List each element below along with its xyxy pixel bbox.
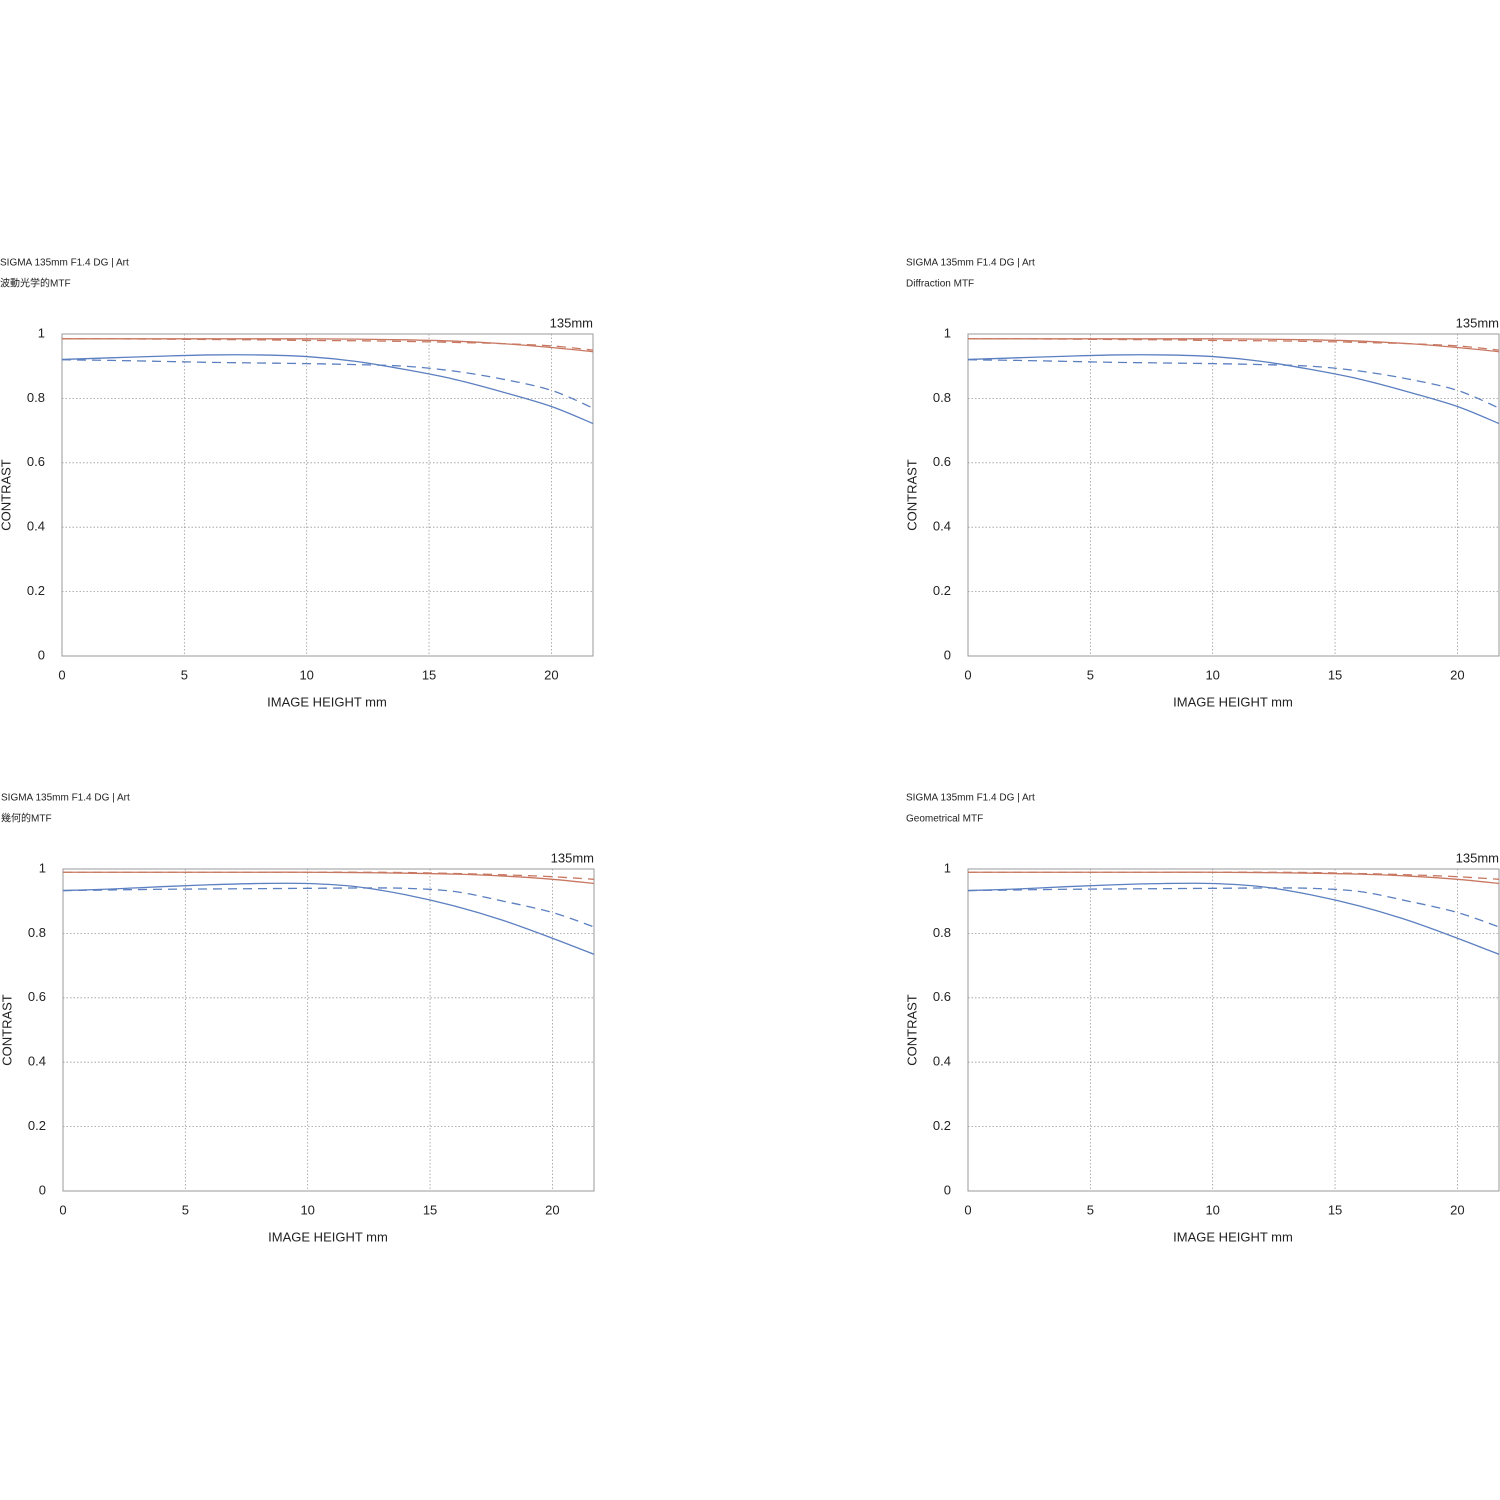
mtf-line	[61, 338, 594, 351]
mtf-line	[968, 871, 1500, 880]
x-tick-label: 5	[181, 667, 188, 682]
y-tick-label: 1	[944, 860, 951, 875]
x-tick-label: 0	[58, 667, 65, 682]
y-axis-label: CONTRAST	[904, 459, 919, 531]
mtf-line	[967, 882, 1500, 955]
y-tick-label: 0.4	[28, 1054, 46, 1069]
mtf-line	[61, 359, 594, 409]
x-tick-label: 5	[1087, 667, 1094, 682]
x-axis-label: IMAGE HEIGHT mm	[267, 694, 387, 709]
y-tick-label: 0.8	[28, 925, 46, 940]
mtf-line	[62, 887, 595, 928]
annotation: 135mm	[550, 315, 593, 330]
x-tick-label: 15	[423, 1202, 437, 1217]
y-tick-label: 1	[38, 325, 45, 340]
mtf-line	[967, 338, 1500, 353]
chart: SIGMA 135mm F1.4 DG | Art 幾何的MTF 135mm 0 0.2…	[0, 793, 595, 1244]
plot-frame	[967, 868, 1500, 1192]
chart-subtitle: 幾何的MTF	[1, 812, 52, 825]
chart-subtitle: Geometrical MTF	[906, 814, 983, 825]
chart-title: SIGMA 135mm F1.4 DG | Art	[906, 793, 1035, 804]
x-tick-label: 15	[1328, 667, 1342, 682]
x-tick-label: 0	[59, 1202, 66, 1217]
x-tick-label: 5	[1087, 1202, 1094, 1217]
chart-subtitle: 波動光学的MTF	[0, 277, 71, 290]
y-tick-label: 0.2	[27, 583, 45, 598]
chart-subtitle: Diffraction MTF	[906, 279, 974, 290]
y-axis-label: CONTRAST	[0, 994, 14, 1066]
mtf-line	[61, 354, 594, 425]
x-tick-label: 15	[1328, 1202, 1342, 1217]
x-tick-label: 20	[544, 667, 558, 682]
annotation: 135mm	[1456, 850, 1499, 865]
x-axis-label: IMAGE HEIGHT mm	[268, 1229, 388, 1244]
x-tick-label: 0	[964, 1202, 971, 1217]
plot-frame	[61, 333, 594, 657]
x-tick-label: 10	[299, 667, 313, 682]
mtf-line	[968, 871, 1500, 885]
x-axis-label: IMAGE HEIGHT mm	[1173, 1229, 1293, 1244]
mtf-line	[967, 354, 1500, 425]
y-tick-label: 1	[39, 860, 46, 875]
y-tick-label: 0.4	[27, 519, 45, 534]
y-tick-label: 0.6	[28, 989, 46, 1004]
chart-title: SIGMA 135mm F1.4 DG | Art	[1, 793, 130, 804]
y-tick-label: 0.8	[933, 390, 951, 405]
x-tick-label: 20	[1450, 667, 1464, 682]
mtf-line	[63, 871, 595, 885]
y-tick-label: 0	[944, 1182, 951, 1197]
x-tick-label: 10	[300, 1202, 314, 1217]
chart: SIGMA 135mm F1.4 DG | Art波動光学的MTF135mm00…	[0, 258, 594, 709]
x-tick-label: 5	[182, 1202, 189, 1217]
mtf-line	[967, 338, 1500, 351]
plot-frame	[967, 333, 1500, 657]
y-tick-label: 0.6	[27, 454, 45, 469]
y-tick-label: 0.6	[933, 454, 951, 469]
y-tick-label: 0.8	[933, 925, 951, 940]
mtf-line	[63, 871, 595, 880]
x-tick-label: 15	[422, 667, 436, 682]
y-axis-label: CONTRAST	[904, 994, 919, 1066]
x-axis-label: IMAGE HEIGHT mm	[1173, 694, 1293, 709]
x-tick-label: 20	[545, 1202, 559, 1217]
chart: SIGMA 135mm F1.4 DG | Art Diffraction MTF…	[904, 258, 1500, 709]
y-tick-label: 0.8	[27, 390, 45, 405]
y-tick-label: 0	[944, 647, 951, 662]
y-tick-label: 0.2	[933, 583, 951, 598]
y-tick-label: 0.2	[28, 1118, 46, 1133]
mtf-line	[967, 887, 1500, 928]
y-tick-label: 0	[38, 647, 45, 662]
y-tick-label: 0.4	[933, 519, 951, 534]
mtf-line	[62, 882, 595, 955]
annotation: 135mm	[1456, 315, 1499, 330]
y-axis-label: CONTRAST	[0, 459, 13, 531]
chart: SIGMA 135mm F1.4 DG | Art Geometrical MTF…	[904, 793, 1500, 1244]
plot-frame	[62, 868, 595, 1192]
mtf-line	[967, 359, 1500, 409]
y-tick-label: 0.2	[933, 1118, 951, 1133]
x-tick-label: 0	[964, 667, 971, 682]
y-tick-label: 0.4	[933, 1054, 951, 1069]
x-tick-label: 10	[1205, 1202, 1219, 1217]
x-tick-label: 10	[1205, 667, 1219, 682]
mtf-line	[61, 338, 594, 353]
y-tick-label: 0.6	[933, 989, 951, 1004]
annotation: 135mm	[551, 850, 594, 865]
x-tick-label: 20	[1450, 1202, 1464, 1217]
y-tick-label: 0	[39, 1182, 46, 1197]
y-tick-label: 1	[944, 325, 951, 340]
chart-title: SIGMA 135mm F1.4 DG | Art	[0, 258, 129, 269]
chart-title: SIGMA 135mm F1.4 DG | Art	[906, 258, 1035, 269]
